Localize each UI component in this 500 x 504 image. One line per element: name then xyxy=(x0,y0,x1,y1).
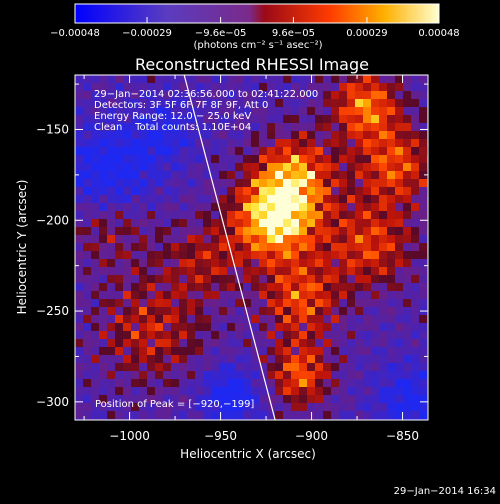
colorbar-tick-label: −9.6e−05 xyxy=(195,28,247,39)
peak-position-label: Position of Peak = [−920,−199] xyxy=(95,399,254,410)
info-line-energy: Energy Range: 12.0 − 25.0 keV xyxy=(94,111,251,122)
x-tick-label: −1000 xyxy=(109,429,150,443)
y-tick-label: −200 xyxy=(36,213,69,227)
colorbar-units-label: (photons cm⁻² s⁻¹ asec⁻²) xyxy=(193,40,322,51)
y-tick-label: −150 xyxy=(36,122,69,136)
colorbar-tick-label: −0.00048 xyxy=(50,28,100,39)
info-line-clean: Clean Total counts: 1.10E+04 xyxy=(94,122,251,133)
footer-timestamp: 29−Jan−2014 16:34 xyxy=(394,486,496,497)
info-line-time: 29−Jan−2014 02:36:56.000 to 02:41:22.000 xyxy=(94,89,318,100)
chart-title: Reconstructed RHESSI Image xyxy=(135,55,369,74)
colorbar-tick-label: −0.00029 xyxy=(122,28,172,39)
y-tick-label: −300 xyxy=(36,395,69,409)
y-axis-label: Heliocentric Y (arcsec) xyxy=(15,180,29,315)
x-tick-label: −950 xyxy=(204,429,237,443)
info-line-detectors: Detectors: 3F 5F 6F 7F 8F 9F, Att 0 xyxy=(94,100,268,111)
solar-limb-line xyxy=(183,74,276,421)
colorbar-ticks: −0.00048 −0.00029 −9.6e−05 9.6e−05 0.00029 0.… xyxy=(50,17,460,39)
x-tick-label: −900 xyxy=(295,429,328,443)
colorbar-tick-label: 9.6e−05 xyxy=(272,28,315,39)
plot-frame xyxy=(74,74,429,421)
colorbar xyxy=(74,3,440,24)
colorbar-tick-label: 0.00048 xyxy=(418,28,459,39)
x-axis-label: Heliocentric X (arcsec) xyxy=(180,447,316,461)
colorbar-tick-label: 0.00029 xyxy=(346,28,387,39)
x-axis: −1000 −950 −900 −850 xyxy=(83,75,419,443)
heatmap-image xyxy=(75,75,428,420)
y-tick-label: −250 xyxy=(36,304,69,318)
y-axis: −150 −200 −250 −300 xyxy=(36,83,428,409)
x-tick-label: −850 xyxy=(386,429,419,443)
info-text: 29−Jan−2014 02:36:56.000 to 02:41:22.000… xyxy=(94,89,318,133)
